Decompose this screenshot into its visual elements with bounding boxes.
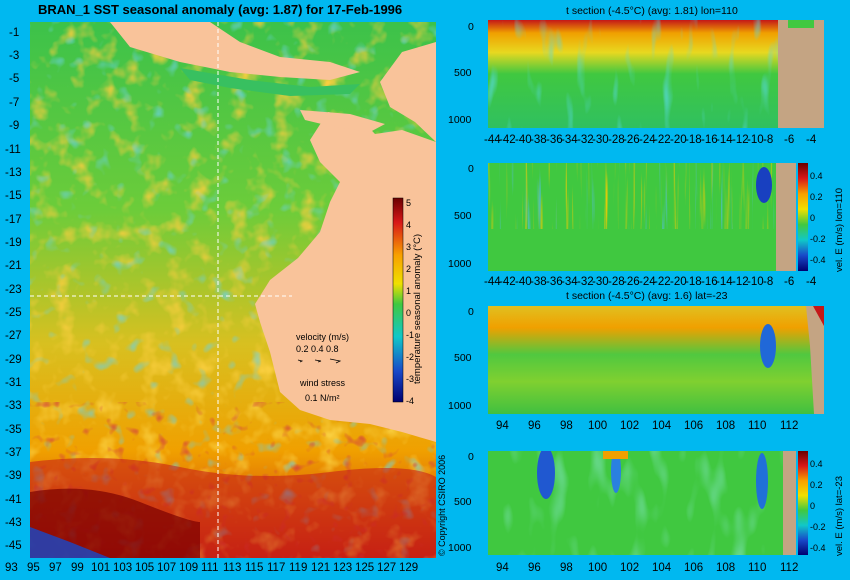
p4-xaxis: 94 96 98 100 102 104 106 108 110 112 <box>496 562 799 574</box>
map-colorbar-tick: 2 <box>406 264 411 274</box>
map-colorbar-tick: -2 <box>406 352 414 362</box>
lon-tick: 97 <box>49 562 62 574</box>
lat-tick: -41 <box>5 494 22 506</box>
lat-tick: -19 <box>5 237 22 249</box>
p3-xaxis: 94 96 98 100 102 104 106 108 110 112 <box>496 420 799 432</box>
p1-ytick: 500 <box>454 67 472 79</box>
panel3-title: t section (-4.5°C) (avg: 1.6) lat=-23 <box>566 290 728 302</box>
p2-xaxis: -44 -42 -40 -38 -36 -34 -32 -30 -28 -26 … <box>484 276 817 288</box>
lat-tick: -9 <box>9 120 20 132</box>
lon-tick: 123 <box>333 562 353 574</box>
lon-tick: 129 <box>399 562 419 574</box>
lat-tick: -45 <box>5 540 22 552</box>
map-colorbar-tick: -4 <box>406 396 414 406</box>
panel4-colorbar-ticks: 0.4 0.2 0 -0.2 -0.4 <box>810 459 826 553</box>
lon-tick: 121 <box>311 562 331 574</box>
wind-label: wind stress <box>299 378 346 388</box>
lat-tick: -27 <box>5 330 22 342</box>
lon-tick: 113 <box>223 562 242 574</box>
p3-ytick: 1000 <box>448 400 472 412</box>
map-colorbar-tick: -1 <box>406 330 414 340</box>
lon-axis: 93 95 97 99 101 103 105 107 109 111 113 … <box>0 562 440 578</box>
panel4-colorbar-label: vel. E (m/s) lat=-23 <box>834 476 845 556</box>
lat-tick: -1 <box>9 27 20 39</box>
lat-tick: -39 <box>5 470 22 482</box>
p2-ytick: 500 <box>454 210 472 222</box>
lat-tick: -43 <box>5 517 22 529</box>
panel4-colorbar <box>798 451 808 555</box>
lon-tick: 93 <box>5 562 18 574</box>
map-colorbar-tick: 1 <box>406 286 411 296</box>
map-colorbar-tick: 4 <box>406 220 411 230</box>
lon-tick: 109 <box>179 562 199 574</box>
p3-ytick: 0 <box>468 306 474 318</box>
wind-value: 0.1 N/m² <box>305 393 340 403</box>
lat-tick: -13 <box>5 167 22 179</box>
lon-tick: 101 <box>91 562 111 574</box>
lat-tick: -29 <box>5 354 22 366</box>
p4-ytick: 500 <box>454 496 472 508</box>
map-colorbar-tick: 3 <box>406 242 411 252</box>
lon-tick: 103 <box>113 562 133 574</box>
lat-tick: -37 <box>5 447 22 459</box>
panel2-plot[interactable] <box>488 163 776 271</box>
map-colorbar-tick: 0 <box>406 308 411 318</box>
lat-tick: -23 <box>5 284 22 296</box>
lat-tick: -3 <box>9 50 20 62</box>
lat-tick: -15 <box>5 190 22 202</box>
lon-tick: 95 <box>27 562 40 574</box>
panel4-plot[interactable] <box>488 447 796 555</box>
copyright-text: © Copyright CSIRO 2006 <box>437 454 447 556</box>
p2-ytick: 0 <box>468 163 474 175</box>
lon-tick: 99 <box>71 562 84 574</box>
lat-tick: -33 <box>5 400 22 412</box>
lat-tick: -31 <box>5 377 22 389</box>
panel2-colorbar <box>798 163 808 271</box>
lon-tick: 117 <box>267 562 286 574</box>
lat-tick: -35 <box>5 424 22 436</box>
p4-ytick: 1000 <box>448 542 472 554</box>
panel2-colorbar-label: vel. E (m/s) lon=110 <box>834 187 845 272</box>
p1-xaxis: -44 -42 -40 -38 -36 -34 -32 -30 -28 -26 … <box>484 134 817 146</box>
map-colorbar-label: temperature seasonal anomaly (°C) <box>412 233 423 384</box>
p1-ytick: 1000 <box>448 114 472 126</box>
panel2-colorbar-ticks: 0.4 0.2 0 -0.2 -0.4 <box>810 171 826 265</box>
p4-ytick: 0 <box>468 451 474 463</box>
map-title: BRAN_1 SST seasonal anomaly (avg: 1.87) … <box>38 2 403 17</box>
lat-tick: -21 <box>5 260 22 272</box>
lon-tick: 125 <box>355 562 375 574</box>
velocity-label: velocity (m/s) <box>296 332 349 342</box>
lat-tick: -25 <box>5 307 22 319</box>
lon-tick: 107 <box>157 562 177 574</box>
velocity-values: 0.2 0.4 0.8 <box>296 344 339 354</box>
lon-tick: 119 <box>289 562 308 574</box>
panel1-plot[interactable] <box>488 20 824 128</box>
sst-map[interactable]: 5 4 3 2 1 0 -1 -2 -3 -4 velocity (m/s) 0… <box>30 22 436 558</box>
lon-tick: 127 <box>377 562 397 574</box>
panel2-land <box>776 163 796 271</box>
lon-tick: 115 <box>245 562 264 574</box>
lat-tick: -17 <box>5 214 22 226</box>
lon-tick: 111 <box>201 562 219 574</box>
map-colorbar-tick: -3 <box>406 374 414 384</box>
p1-ytick: 0 <box>468 21 474 33</box>
lat-tick: -5 <box>9 73 20 85</box>
p3-ytick: 500 <box>454 352 472 364</box>
p2-ytick: 1000 <box>448 258 472 270</box>
velocity-arrows-icon <box>297 358 342 364</box>
map-colorbar-tick: 5 <box>406 198 411 208</box>
lat-tick: -11 <box>5 144 21 156</box>
panel3-plot[interactable] <box>488 306 824 414</box>
panel1-title: t section (-4.5°C) (avg: 1.81) lon=110 <box>566 5 738 17</box>
lat-tick: -7 <box>9 97 20 109</box>
lon-tick: 105 <box>135 562 155 574</box>
